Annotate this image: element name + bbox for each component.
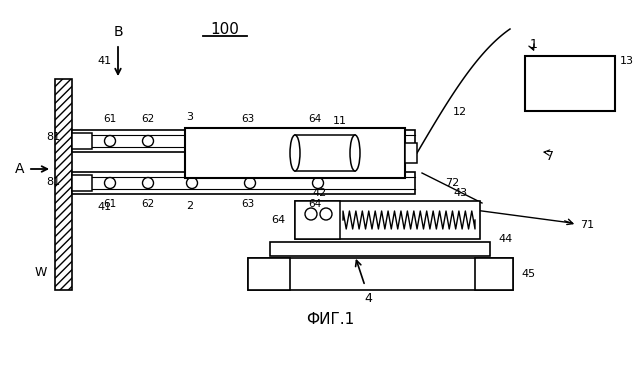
Circle shape [244,178,255,188]
Text: 71: 71 [580,220,594,230]
Text: 4: 4 [364,292,372,305]
Circle shape [312,178,323,188]
Text: 72: 72 [445,178,459,188]
Text: 64: 64 [308,114,322,124]
Text: 62: 62 [141,114,155,124]
Text: W: W [35,266,47,279]
Bar [72,172,415,194]
Text: B: B [113,25,123,39]
Circle shape [244,135,255,147]
Bar [270,242,490,256]
Bar [72,130,415,152]
Bar [72,133,92,149]
Text: 63: 63 [241,114,255,124]
Circle shape [104,135,115,147]
Text: 64: 64 [308,199,322,209]
Text: 3: 3 [186,112,193,122]
Text: 41: 41 [97,202,111,212]
Bar [295,201,480,239]
Circle shape [320,208,332,220]
Bar [72,175,92,191]
Circle shape [143,178,154,188]
Text: 61: 61 [104,199,116,209]
Bar [405,143,417,163]
Text: 63: 63 [241,199,255,209]
Bar [295,135,355,171]
Text: 81: 81 [46,177,60,187]
Text: 1: 1 [530,37,538,50]
Text: 42: 42 [313,188,327,198]
Text: 44: 44 [498,234,512,244]
Text: 61: 61 [104,114,116,124]
Text: ФИГ.1: ФИГ.1 [306,312,354,327]
Ellipse shape [290,135,300,171]
Text: 13: 13 [620,56,634,66]
Bar [295,201,340,239]
Text: 100: 100 [211,21,239,37]
Circle shape [143,135,154,147]
Text: 11: 11 [333,116,347,126]
Text: 45: 45 [521,269,535,279]
Circle shape [104,178,115,188]
Circle shape [305,208,317,220]
Text: 7: 7 [546,150,554,162]
Text: 64: 64 [271,215,285,225]
Ellipse shape [350,135,360,171]
Bar [475,258,513,290]
Text: 2: 2 [186,201,193,211]
Circle shape [186,178,198,188]
Bar [248,258,513,290]
Circle shape [186,135,198,147]
Bar [248,258,290,290]
Circle shape [312,135,323,147]
Text: A: A [15,162,24,176]
Text: 43: 43 [453,188,467,198]
Text: 41: 41 [97,56,111,66]
Text: 81: 81 [46,132,60,142]
Bar [185,128,405,178]
Bar [525,56,615,111]
Bar [55,79,72,290]
Text: 12: 12 [453,107,467,117]
Text: 62: 62 [141,199,155,209]
